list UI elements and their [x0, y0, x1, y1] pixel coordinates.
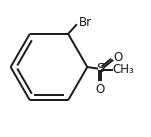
- Text: O: O: [113, 51, 122, 64]
- Text: Br: Br: [79, 16, 92, 29]
- Text: O: O: [95, 83, 104, 96]
- Text: CH₃: CH₃: [113, 63, 134, 76]
- Text: S: S: [96, 62, 104, 75]
